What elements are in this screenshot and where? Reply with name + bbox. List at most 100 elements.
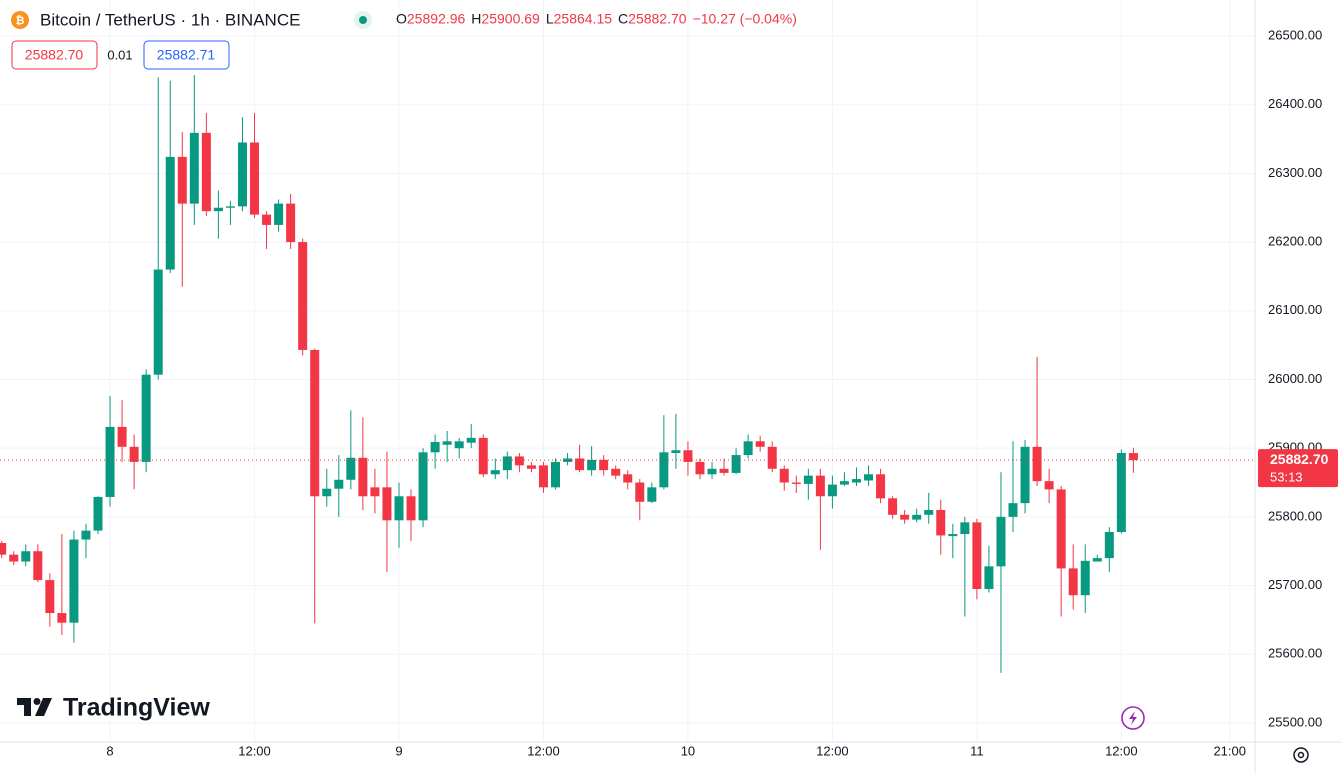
candle-body	[502, 456, 512, 471]
candle-body	[69, 539, 79, 623]
y-tick-label: 25500.00	[1268, 714, 1322, 729]
y-tick-label: 26000.00	[1268, 371, 1322, 386]
settings-icon	[1297, 751, 1305, 759]
grid	[0, 0, 1255, 742]
candle-body	[81, 530, 91, 540]
ohlc-value: 25882.70	[628, 11, 687, 27]
candle-body	[454, 441, 464, 449]
candle-body	[394, 496, 404, 521]
candle-body	[984, 566, 994, 590]
candle-body	[563, 458, 573, 462]
candle-body	[1080, 560, 1090, 596]
candle-body	[9, 554, 19, 562]
y-tick-label: 26300.00	[1268, 165, 1322, 180]
y-tick-label: 26400.00	[1268, 96, 1322, 111]
candle-body	[1092, 558, 1102, 562]
candle-body	[936, 510, 946, 536]
candle-body	[587, 459, 597, 471]
candle-body	[731, 455, 741, 473]
candle-body	[250, 142, 260, 215]
buy-button[interactable]	[143, 40, 230, 70]
last-price-label: 25882.70	[1270, 451, 1329, 467]
candle-body	[695, 461, 705, 475]
candle-body	[803, 475, 813, 484]
candle-body	[370, 487, 380, 497]
ohlc-change: −10.27 (−0.04%)	[693, 11, 797, 27]
candle-body	[105, 426, 115, 497]
settings-button[interactable]	[1293, 747, 1309, 763]
candle-body	[45, 580, 55, 614]
candle-body	[1008, 503, 1018, 517]
x-tick-label: 12:00	[1105, 743, 1138, 758]
candle-body	[129, 446, 139, 462]
candle-body	[21, 551, 31, 562]
last-price-tag	[1258, 449, 1338, 488]
ohlc-key: L	[546, 11, 554, 27]
sell-button[interactable]	[11, 40, 98, 70]
candle-body	[298, 242, 308, 350]
candle-body	[948, 534, 958, 537]
candle-body	[575, 458, 585, 471]
candle-body	[1104, 531, 1114, 559]
market-status	[359, 16, 367, 24]
candle-body	[599, 459, 609, 471]
ohlc-key: O	[396, 11, 407, 27]
sell-price[interactable]: 25882.70	[25, 47, 84, 63]
candle-body	[274, 203, 284, 225]
candle-body	[888, 498, 898, 515]
x-tick-label: 12:00	[816, 743, 849, 758]
countdown: 53:13	[1270, 470, 1303, 485]
candle-body	[93, 496, 103, 531]
candle-body	[346, 457, 356, 480]
candle-body	[767, 446, 777, 469]
tradingview-logo	[17, 698, 52, 716]
candle-body	[406, 496, 416, 521]
candle-body	[310, 349, 320, 497]
bitcoin-logo-glyph: ₿	[16, 15, 25, 27]
candle-body	[478, 437, 488, 475]
x-tick-label: 8	[106, 743, 113, 758]
ohlc-key: C	[618, 11, 628, 27]
candle-body	[900, 514, 910, 520]
x-tick-label: 12:00	[238, 743, 271, 758]
spread: 0.01	[107, 47, 132, 62]
candle-body	[960, 522, 970, 535]
buy-price[interactable]: 25882.71	[157, 47, 216, 63]
candle-body	[864, 474, 874, 481]
candle-body	[551, 461, 561, 488]
candle-body	[1068, 568, 1078, 596]
candle-body	[755, 441, 765, 447]
candle-body	[996, 516, 1006, 567]
y-tick-label: 26200.00	[1268, 234, 1322, 249]
ohlc-value: 25900.69	[481, 11, 540, 27]
candle-body	[647, 487, 657, 502]
y-tick-label: 25600.00	[1268, 646, 1322, 661]
y-tick-label: 26500.00	[1268, 27, 1322, 42]
candle-body	[442, 441, 452, 445]
candle-body	[611, 468, 621, 476]
candle-body	[286, 203, 296, 243]
candle-body	[827, 484, 837, 497]
candle-body	[1128, 453, 1138, 461]
candle-body	[839, 481, 849, 485]
lightning-icon	[1129, 711, 1137, 725]
candle-body	[538, 465, 548, 488]
candle-body	[683, 450, 693, 462]
candle-body	[0, 542, 7, 555]
candle-body	[635, 482, 645, 502]
candle-body	[659, 452, 669, 488]
candle-body	[334, 479, 344, 489]
ohlc-value: 25892.96	[407, 11, 466, 27]
candle-body	[430, 441, 440, 453]
candle-body	[358, 457, 368, 497]
candle-body	[382, 487, 392, 521]
chart-title: Bitcoin / TetherUS · 1h · BINANCE	[40, 10, 300, 29]
candle-body	[213, 207, 223, 212]
candle-body	[972, 522, 982, 590]
candle-body	[671, 450, 681, 453]
y-tick-label: 25800.00	[1268, 508, 1322, 523]
bitcoin-logo	[11, 11, 29, 29]
candle-body	[153, 269, 163, 375]
candle-body	[165, 156, 175, 270]
candle-body	[177, 156, 187, 204]
